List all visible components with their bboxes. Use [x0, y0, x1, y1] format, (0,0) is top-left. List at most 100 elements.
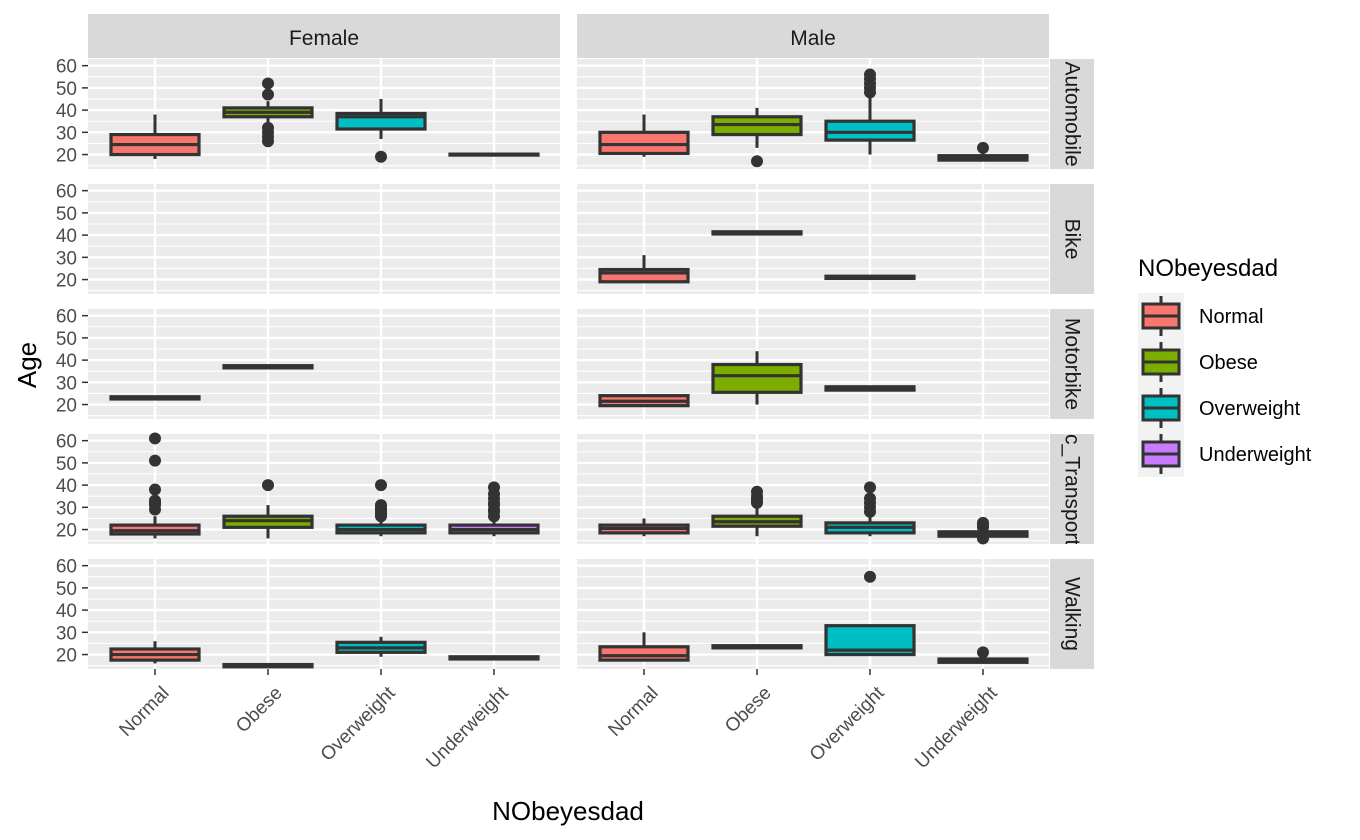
strip-label-clip: Walking — [1061, 577, 1084, 651]
y-tick-label: 30 — [56, 373, 77, 394]
outlier-point — [149, 432, 161, 445]
box-male-walking-obese — [711, 644, 803, 650]
legend-title: NObeyesdad — [1138, 255, 1278, 282]
y-axis: 2030405060203040506020304050602030405060… — [56, 57, 88, 667]
box-female-walking-obese — [222, 662, 314, 669]
box-male-bike-obese — [711, 230, 803, 236]
outlier-point — [751, 155, 763, 168]
strip-label: Automobile — [1061, 61, 1084, 166]
box-female-motorbike-normal — [109, 395, 201, 401]
outlier-point — [149, 483, 161, 496]
y-tick-label: 60 — [56, 557, 77, 578]
panel-female-bike — [88, 184, 560, 294]
y-axis-title: Age — [12, 342, 42, 388]
outlier-point — [262, 479, 274, 492]
box-male-walking-normal — [598, 632, 690, 662]
y-tick-label: 40 — [56, 226, 77, 247]
y-tick-label: 60 — [56, 307, 77, 328]
legend: NObeyesdad Normal Obese Overweight Underwei… — [1138, 255, 1312, 477]
box-female-automobile-normal — [109, 114, 201, 159]
box-male-automobile-normal — [598, 114, 690, 157]
legend-label: Underweight — [1199, 444, 1312, 466]
y-tick-label: 50 — [56, 204, 77, 225]
y-tick-label: 20 — [56, 146, 77, 167]
panel-male-bike — [577, 184, 1049, 294]
y-tick-label: 30 — [56, 498, 77, 519]
legend-label: Overweight — [1199, 398, 1301, 420]
outlier-point — [149, 494, 161, 507]
panel-background — [88, 309, 560, 419]
strip-background — [1050, 309, 1094, 419]
box-male-automobile-overweight — [824, 68, 916, 155]
strip-label-clip: Automobile — [1061, 61, 1084, 166]
outlier-point — [262, 77, 274, 90]
box-layer — [109, 68, 1029, 669]
strip-background — [1050, 184, 1094, 294]
box-female-automobile-underweight — [448, 152, 540, 157]
strip-label: Public_Transportation — [1061, 387, 1084, 591]
box-male-public-transportation-obese — [711, 485, 803, 537]
box-male-public-transportation-underweight — [937, 516, 1029, 545]
outlier-point — [864, 481, 876, 494]
outlier-point — [977, 532, 989, 545]
facet-panels — [88, 59, 1049, 669]
strip-walking: Walking — [1050, 559, 1094, 669]
box-female-walking-overweight — [335, 636, 427, 657]
box-female-automobile-overweight — [335, 99, 427, 163]
outlier-point — [864, 68, 876, 81]
panel-background — [88, 184, 560, 294]
y-tick-label: 20 — [56, 646, 77, 667]
box-male-motorbike-overweight — [824, 385, 916, 392]
y-tick-label: 20 — [56, 271, 77, 292]
strip-background — [1050, 59, 1094, 169]
strip-label: Female — [289, 27, 359, 50]
strip-label: Motorbike — [1061, 318, 1084, 410]
legend-item-normal: Normal — [1138, 293, 1263, 339]
x-tick-label: Obese — [232, 683, 286, 737]
box-male-automobile-underweight — [937, 141, 1029, 162]
y-tick-label: 60 — [56, 432, 77, 453]
strip-label-clip: Motorbike — [1061, 318, 1084, 410]
outlier-point — [262, 88, 274, 101]
box-male-motorbike-obese — [711, 351, 803, 405]
outlier-point — [375, 150, 387, 163]
box-male-public-transportation-normal — [598, 518, 690, 537]
strip-male: Male — [577, 14, 1049, 58]
x-tick-label: Underweight — [911, 682, 1002, 773]
strip-automobile: Automobile — [1050, 59, 1094, 169]
box-male-bike-normal — [598, 255, 690, 284]
y-tick-label: 30 — [56, 248, 77, 269]
box-iqr — [711, 362, 803, 394]
x-tick-label: Overweight — [317, 682, 400, 765]
outlier-point — [375, 499, 387, 512]
box-male-walking-overweight — [824, 570, 916, 657]
outlier-point — [977, 516, 989, 529]
box-male-walking-underweight — [937, 646, 1029, 664]
y-tick-label: 40 — [56, 351, 77, 372]
legend-item-underweight: Underweight — [1138, 431, 1312, 477]
box-female-public-transportation-overweight — [335, 479, 427, 537]
y-tick-label: 50 — [56, 79, 77, 100]
strip-background — [1050, 434, 1094, 544]
box-female-public-transportation-underweight — [448, 481, 540, 537]
panel-female-motorbike — [88, 309, 560, 419]
strip-label: Bike — [1061, 219, 1084, 260]
legend-label: Obese — [1199, 352, 1258, 374]
y-tick-label: 20 — [56, 396, 77, 417]
box-female-walking-normal — [109, 641, 201, 664]
box-male-motorbike-normal — [598, 394, 690, 408]
x-axis-title: NObeyesdad — [492, 796, 644, 826]
legend-item-obese: Obese — [1138, 339, 1258, 385]
y-tick-label: 20 — [56, 521, 77, 542]
box-female-walking-underweight — [448, 655, 540, 661]
strip-public-transportation: Public_Transportation — [1050, 387, 1094, 591]
x-tick-label: Underweight — [422, 682, 513, 773]
strip-female: Female — [88, 14, 560, 58]
strip-bike: Bike — [1050, 184, 1094, 294]
box-male-public-transportation-overweight — [824, 481, 916, 537]
y-tick-label: 40 — [56, 101, 77, 122]
box-male-bike-overweight — [824, 274, 916, 281]
outlier-point — [751, 485, 763, 498]
box-iqr — [824, 119, 916, 142]
box-male-automobile-obese — [711, 107, 803, 168]
